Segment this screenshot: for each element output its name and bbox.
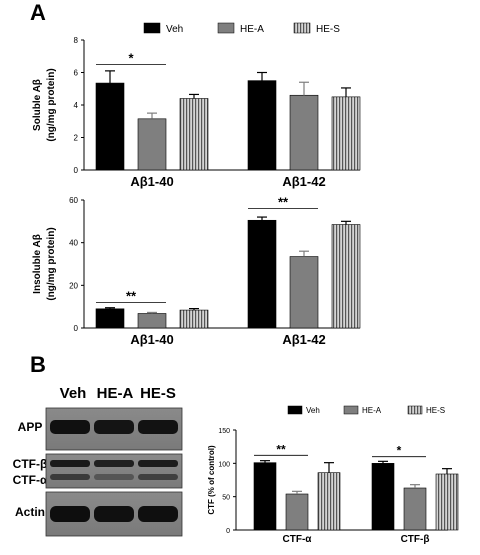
y-axis-label: Soluble Aβ [32,79,43,131]
significance-label: ** [126,288,137,303]
bar-hea [137,313,167,329]
bar-veh [95,82,125,171]
category-label: Aβ1-40 [130,174,173,189]
bar-veh [247,219,277,329]
band-ctf-alpha-hea [94,474,134,480]
insoluble-abeta-chart: 0 20 40 60 Insoluble Aβ (ng/mg protein) Aβ1-40… [32,195,361,347]
significance-label: ** [278,195,289,210]
y-tick-label: 0 [74,166,79,175]
bar-veh [247,80,277,171]
y-tick-label: 100 [218,461,230,468]
panel-label-b: B [30,352,46,377]
blot-row-label-app: APP [18,420,43,434]
category-label: CTF-β [401,534,430,545]
band-ctf-alpha-veh [50,474,90,480]
y-tick-label: 2 [74,134,79,143]
blot-row-label-ctf-alpha: CTF-α [13,473,48,487]
blot-strip-ctf [45,453,183,489]
y-tick-label: 20 [69,281,78,290]
legend-label-hea: HE-A [362,406,382,415]
band-app-veh [50,420,90,434]
band-actin-veh [50,506,90,522]
y-tick-label: 8 [74,36,79,45]
category-label: Aβ1-42 [282,174,325,189]
legend-swatch-hes [407,405,423,415]
bar-hes [179,98,209,171]
band-actin-hes [138,506,178,522]
band-ctf-alpha-hes [138,474,178,480]
legend-label-hes: HE-S [426,406,445,415]
legend-swatch-hes [293,22,311,34]
legend-swatch-hea [343,405,359,415]
bar-veh [253,462,277,531]
band-ctf-beta-hes [138,460,178,467]
y-tick-label: 0 [74,324,79,333]
y-axis-label: (ng/mg protein) [46,68,57,141]
blot-row-label-actin: Actin [15,505,45,519]
bar-hea [285,493,309,531]
bar-hea [403,487,427,531]
soluble-abeta-chart: 0 2 4 6 8 Soluble Aβ (ng/mg protein) Aβ1-40 Aβ1-… [32,22,361,189]
bar-hes [331,224,361,329]
y-tick-label: 0 [226,528,230,535]
blot-column-label-hes: HE-S [140,385,176,402]
legend-swatch-hea [217,22,235,34]
y-tick-label: 150 [218,428,230,435]
bar-veh [95,308,125,329]
bar-hea [137,118,167,171]
legend-label-hea: HE-A [240,24,264,35]
category-label: Aβ1-40 [130,332,173,347]
category-label: CTF-α [283,534,313,545]
bar-hes [435,473,459,531]
blot-row-label-ctf-beta: CTF-β [13,457,48,471]
legend-label-veh: Veh [166,24,183,35]
legend-label-hes: HE-S [316,24,340,35]
band-app-hes [138,420,178,434]
category-label: Aβ1-42 [282,332,325,347]
y-tick-label: 6 [74,69,79,78]
bar-hea [289,94,319,171]
band-ctf-beta-hea [94,460,134,467]
blot-column-label-veh: Veh [60,385,87,402]
significance-label: * [397,444,402,458]
blot-column-label-hea: HE-A [97,385,134,402]
legend-swatch-veh [287,405,303,415]
significance-label: ** [276,442,286,456]
bar-hes [317,472,341,531]
bar-veh [371,463,395,531]
band-app-hea [94,420,134,434]
bar-hes [179,309,209,329]
bar-hea [289,256,319,329]
legend-label-veh: Veh [306,406,320,415]
panel-label-a: A [30,0,46,25]
legend-swatch-veh [143,22,161,34]
band-actin-hea [94,506,134,522]
y-axis-label: Insoluble Aβ [32,234,43,294]
bar-hes [331,96,361,171]
y-tick-label: 40 [69,239,78,248]
y-tick-label: 60 [69,196,78,205]
band-ctf-beta-veh [50,460,90,467]
significance-label: * [128,50,134,65]
y-axis-label: (ng/mg protein) [46,227,57,300]
y-tick-label: 4 [74,101,79,110]
western-blot: Veh HE-A HE-S APP CTF-β CTF-α Actin [13,385,183,537]
y-axis-label: CTF (% of control) [207,445,216,515]
y-tick-label: 50 [222,495,230,502]
